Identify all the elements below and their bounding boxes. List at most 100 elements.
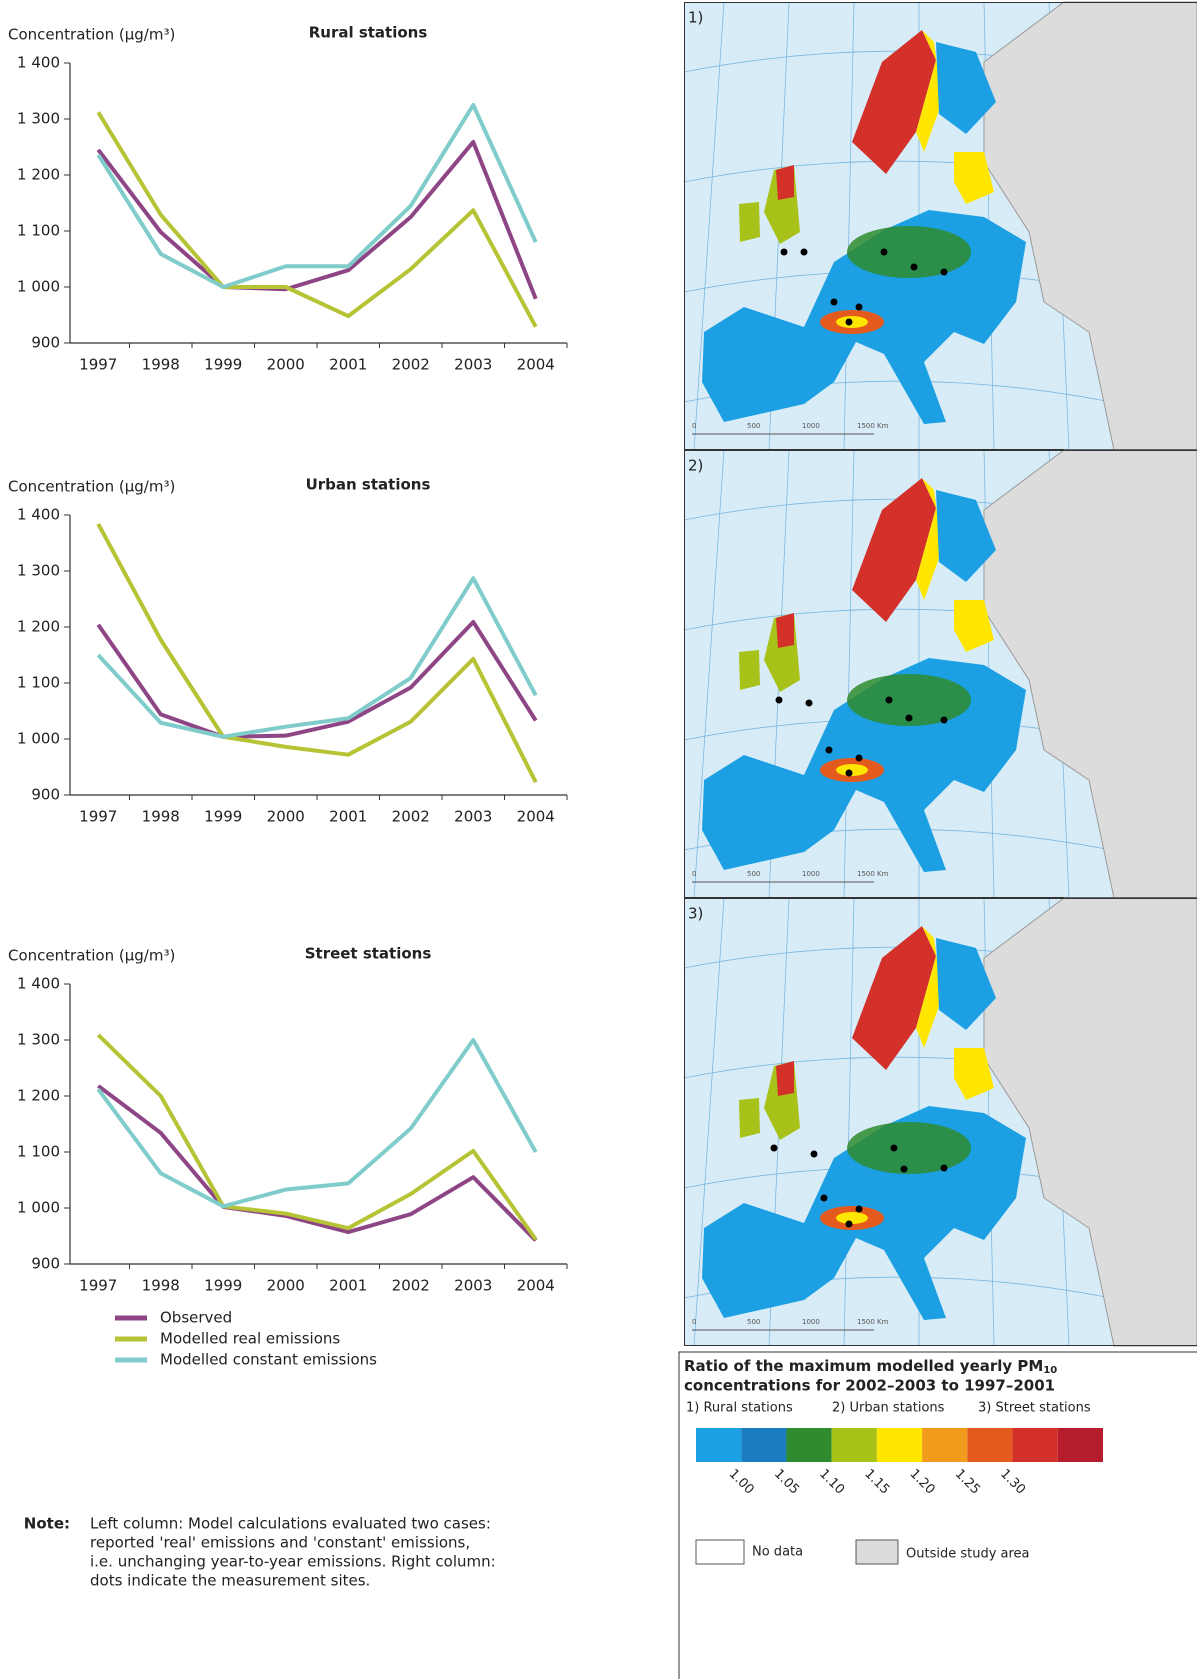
- colorbar-tick-label: 1.15: [861, 1466, 892, 1497]
- x-tick-label: 2002: [392, 1277, 430, 1295]
- chart-title: Rural stations: [309, 24, 428, 42]
- graticule: [693, 449, 725, 899]
- colorbar-tick-label: 1.25: [952, 1466, 983, 1497]
- series-line: [96, 103, 538, 289]
- land: [936, 490, 996, 582]
- station-dot: [810, 1150, 818, 1158]
- y-tick-label: 1 300: [17, 562, 60, 580]
- x-tick-label: 1997: [79, 356, 117, 374]
- y-tick-label: 1 200: [17, 166, 60, 184]
- series-line: [96, 1033, 538, 1241]
- x-tick-label: 2002: [392, 808, 430, 826]
- x-tick-label: 2000: [267, 1277, 305, 1295]
- x-tick-label: 1998: [142, 808, 180, 826]
- land: [776, 165, 794, 200]
- x-tick-label: 1997: [79, 1277, 117, 1295]
- x-tick-label: 2002: [392, 356, 430, 374]
- station-dot: [825, 746, 833, 754]
- x-tick-label: 2004: [517, 1277, 555, 1295]
- legend-title: concentrations for 2002–2003 to 1997–200…: [684, 1377, 1055, 1395]
- map-panel: 3) 0 500 1000 1500 Km: [683, 897, 1197, 1347]
- y-tick-label: 1 000: [17, 1199, 60, 1217]
- series-line: [96, 523, 538, 784]
- scale-label: 1500 Km: [857, 1318, 889, 1326]
- series-line: [96, 1038, 538, 1209]
- y-tick-label: 1 300: [17, 110, 60, 128]
- y-tick-label: 1 300: [17, 1031, 60, 1049]
- land: [852, 30, 936, 174]
- x-tick-label: 2000: [267, 808, 305, 826]
- station-dot: [830, 298, 838, 306]
- x-tick-label: 2004: [517, 356, 555, 374]
- station-dot: [845, 318, 853, 326]
- station-dot: [910, 263, 918, 271]
- station-dot: [855, 1205, 863, 1213]
- map-frame: [684, 2, 1197, 450]
- map-label: 1): [688, 9, 703, 27]
- land: [739, 650, 760, 690]
- land: [852, 478, 936, 622]
- y-tick-label: 1 400: [17, 506, 60, 524]
- map-frame: [684, 450, 1197, 898]
- station-dot: [905, 714, 913, 722]
- land: [936, 42, 996, 134]
- note-line: reported 'real' emissions and 'constant'…: [90, 1534, 470, 1552]
- colorbar-block: [831, 1428, 877, 1462]
- y-tick-label: 1 200: [17, 618, 60, 636]
- land: [836, 1212, 868, 1224]
- scale-label: 1000: [802, 422, 820, 430]
- legend-station: 3) Street stations: [978, 1401, 1091, 1416]
- y-tick-label: 1 400: [17, 975, 60, 993]
- series-line: [96, 576, 538, 739]
- chart-title: Street stations: [305, 945, 432, 963]
- graticule: [693, 1, 725, 451]
- station-dot: [890, 1144, 898, 1152]
- note-line: i.e. unchanging year-to-year emissions. …: [90, 1553, 496, 1571]
- land: [916, 30, 942, 152]
- land: [776, 613, 794, 648]
- note-line: Left column: Model calculations evaluate…: [90, 1515, 491, 1533]
- land: [954, 152, 994, 204]
- colorbar-tick-label: 1.20: [907, 1466, 938, 1497]
- y-tick-label: 900: [31, 786, 60, 804]
- colorbar-tick-label: 1.00: [726, 1466, 757, 1497]
- graticule: [843, 1, 855, 451]
- legend-title: Ratio of the maximum modelled yearly PM1…: [684, 1357, 1057, 1377]
- scale-label: 500: [747, 422, 760, 430]
- x-tick-label: 1999: [204, 356, 242, 374]
- map-frame: [684, 898, 1197, 1346]
- y-tick-label: 1 100: [17, 222, 60, 240]
- no-data-swatch: [695, 1539, 745, 1565]
- colorbar-tick-label: 1.05: [771, 1466, 802, 1497]
- land: [852, 926, 936, 1070]
- colorbar-block: [1057, 1428, 1103, 1462]
- y-tick-label: 1 000: [17, 278, 60, 296]
- x-tick-label: 2003: [454, 1277, 492, 1295]
- graticule: [843, 897, 855, 1347]
- land: [739, 1098, 760, 1138]
- land: [916, 926, 942, 1048]
- y-tick-label: 1 100: [17, 1143, 60, 1161]
- land: [739, 202, 760, 242]
- map-panel: 2) 0 500 1000 1500 Km: [683, 449, 1197, 899]
- y-tick-label: 1 200: [17, 1087, 60, 1105]
- station-dot: [845, 769, 853, 777]
- scale-label: 500: [747, 870, 760, 878]
- y-tick-label: 900: [31, 1255, 60, 1273]
- colorbar-block: [1012, 1428, 1058, 1462]
- land: [847, 226, 971, 278]
- scale-label: 1500 Km: [857, 870, 889, 878]
- map-panel: 1) 0 500 1000 1500 Km: [683, 1, 1197, 451]
- x-tick-label: 2003: [454, 356, 492, 374]
- land: [954, 600, 994, 652]
- land: [776, 1061, 794, 1096]
- land: [836, 764, 868, 776]
- x-tick-label: 2003: [454, 808, 492, 826]
- land: [936, 938, 996, 1030]
- colorbar-block: [696, 1428, 742, 1462]
- scale-label: 1000: [802, 870, 820, 878]
- scale-label: 1500 Km: [857, 422, 889, 430]
- station-dot: [845, 1220, 853, 1228]
- colorbar-block: [876, 1428, 923, 1462]
